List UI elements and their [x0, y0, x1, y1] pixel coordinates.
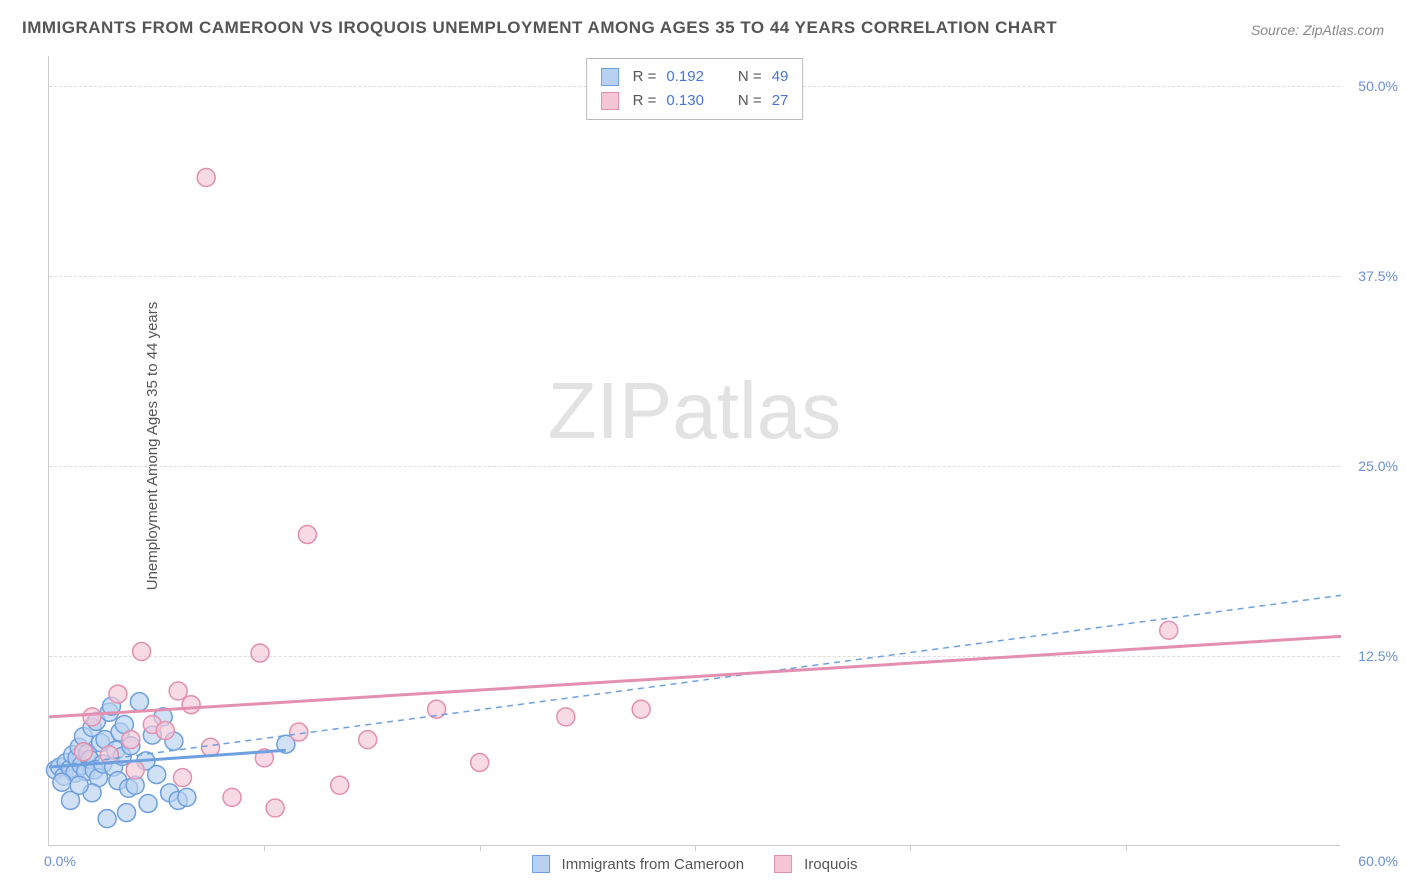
y-tick-label: 50.0% [1358, 78, 1398, 94]
data-point [471, 753, 489, 771]
legend-label: Immigrants from Cameroon [562, 856, 745, 873]
legend-bottom: Immigrants from Cameroon Iroquois [532, 855, 858, 873]
data-point [74, 743, 92, 761]
x-tick-min: 0.0% [44, 853, 76, 869]
data-point [178, 788, 196, 806]
legend-label: Iroquois [804, 856, 857, 873]
data-point [197, 169, 215, 187]
y-tick-label: 25.0% [1358, 458, 1398, 474]
x-tick-max: 60.0% [1358, 853, 1398, 869]
x-tick-mark [910, 845, 911, 851]
trend-line [49, 636, 1341, 717]
data-point [298, 526, 316, 544]
x-tick-mark [1126, 845, 1127, 851]
series-swatch [601, 92, 619, 110]
data-point [83, 708, 101, 726]
data-point [133, 643, 151, 661]
data-point [139, 794, 157, 812]
data-point [122, 731, 140, 749]
source-label: Source: ZipAtlas.com [1251, 22, 1384, 38]
stats-row: R = 0.192 N = 49 [601, 65, 789, 89]
data-point [156, 722, 174, 740]
scatter-svg [49, 56, 1340, 845]
data-point [1160, 621, 1178, 639]
data-point [109, 685, 127, 703]
data-point [148, 766, 166, 784]
data-point [290, 723, 308, 741]
legend-item: Iroquois [774, 855, 857, 873]
stats-r-value: 0.192 [666, 65, 704, 89]
data-point [118, 804, 136, 822]
stats-legend: R = 0.192 N = 49 R = 0.130 N = 27 [586, 58, 804, 120]
data-point [174, 769, 192, 787]
y-tick-label: 12.5% [1358, 648, 1398, 664]
data-point [223, 788, 241, 806]
data-point [557, 708, 575, 726]
chart-title: IMMIGRANTS FROM CAMEROON VS IROQUOIS UNE… [22, 18, 1057, 38]
data-point [98, 810, 116, 828]
legend-swatch [532, 855, 550, 873]
series-swatch [601, 68, 619, 86]
data-point [331, 776, 349, 794]
x-tick-mark [480, 845, 481, 851]
stats-row: R = 0.130 N = 27 [601, 89, 789, 113]
legend-item: Immigrants from Cameroon [532, 855, 745, 873]
data-point [202, 738, 220, 756]
data-point [251, 644, 269, 662]
legend-swatch [774, 855, 792, 873]
plot-area: ZIPatlas 12.5%25.0%37.5%50.0% R = 0.192N… [48, 56, 1340, 846]
chart-container: IMMIGRANTS FROM CAMEROON VS IROQUOIS UNE… [0, 0, 1406, 892]
stats-n-label: N = [738, 65, 762, 89]
stats-n-label: N = [738, 89, 762, 113]
x-tick-mark [264, 845, 265, 851]
data-point [53, 773, 71, 791]
data-point [130, 693, 148, 711]
stats-r-label: R = [633, 89, 657, 113]
y-tick-label: 37.5% [1358, 268, 1398, 284]
data-point [169, 682, 187, 700]
trend-line-dashed [49, 595, 1341, 767]
stats-n-value: 49 [772, 65, 789, 89]
x-tick-mark [695, 845, 696, 851]
stats-n-value: 27 [772, 89, 789, 113]
data-point [70, 776, 88, 794]
data-point [126, 761, 144, 779]
data-point [182, 696, 200, 714]
data-point [359, 731, 377, 749]
stats-r-label: R = [633, 65, 657, 89]
data-point [632, 700, 650, 718]
stats-r-value: 0.130 [666, 89, 704, 113]
data-point [266, 799, 284, 817]
